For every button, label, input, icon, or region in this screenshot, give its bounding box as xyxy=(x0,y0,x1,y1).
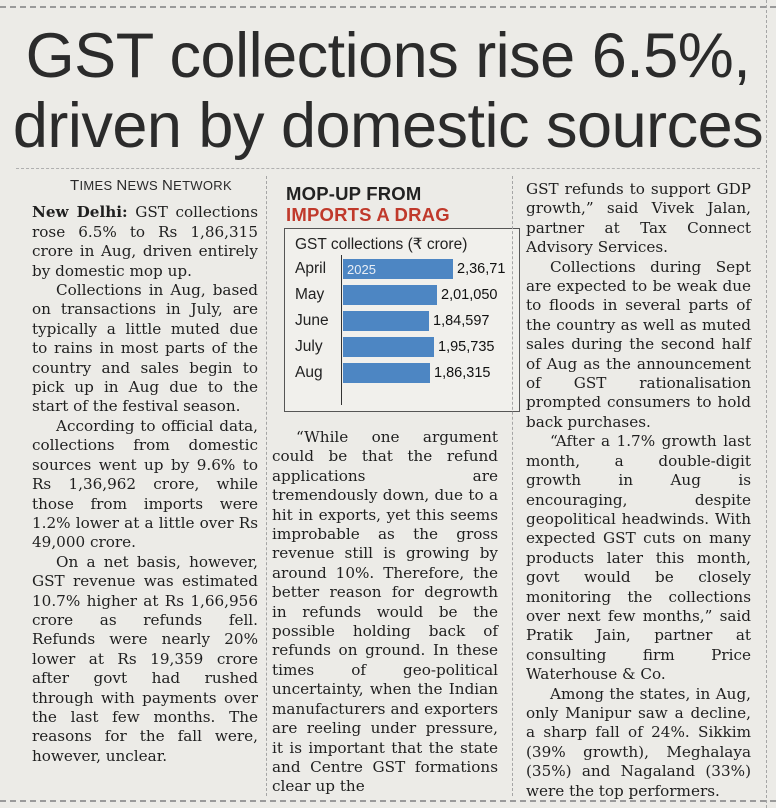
paragraph: According to official data, collections … xyxy=(32,416,258,552)
bar-value-may: 2,01,050 xyxy=(441,287,498,303)
chart-headline-line-2: IMPORTS A DRAG xyxy=(286,204,450,225)
bottom-dashed-rule xyxy=(0,800,776,802)
bar-june xyxy=(343,311,429,331)
bar-may xyxy=(343,285,437,305)
paragraph: On a net basis, however, GST revenue was… xyxy=(32,552,258,765)
bar-value-july: 1,95,735 xyxy=(438,339,495,355)
paragraph: Collections during Sept are expected to … xyxy=(526,257,751,431)
bar-aug xyxy=(343,363,430,383)
chart-headline: MOP-UP FROM IMPORTS A DRAG xyxy=(286,183,450,225)
top-dashed-rule xyxy=(0,6,776,8)
bar-label-june: June xyxy=(295,312,329,329)
headline-line-2: driven by domestic sources xyxy=(12,91,764,161)
headline-divider xyxy=(16,168,760,169)
paragraph: GST refunds to support GDP growth,” said… xyxy=(526,180,751,257)
bar-value-june: 1,84,597 xyxy=(433,313,490,329)
byline: TIMES NEWS NETWORK xyxy=(70,177,232,194)
bar-chart: GST collections (₹ crore) April 2,36,71 20… xyxy=(284,228,520,412)
paragraph: “After a 1.7% growth last month, a doubl… xyxy=(526,432,751,684)
dateline: New Delhi: xyxy=(32,203,128,222)
bar-april xyxy=(343,259,453,279)
column-separator xyxy=(512,176,513,796)
chart-box: MOP-UP FROM IMPORTS A DRAG GST collectio… xyxy=(284,181,520,414)
bar-label-aug: Aug xyxy=(295,364,323,381)
chart-subtitle: GST collections (₹ crore) xyxy=(295,236,468,253)
headline-line-1: GST collections rise 6.5%, xyxy=(25,21,751,91)
column-3: GST refunds to support GDP growth,” said… xyxy=(526,180,751,801)
column-1: TIMES NEWS NETWORK New Delhi: GST collec… xyxy=(32,172,258,766)
bar-label-july: July xyxy=(295,338,323,355)
chart-axis xyxy=(341,255,342,405)
paragraph: New Delhi: GST collections rose 6.5% to … xyxy=(32,203,258,280)
bar-year-tag: 2025 xyxy=(347,262,376,277)
bar-july xyxy=(343,337,434,357)
right-edge-rule xyxy=(766,0,767,808)
column-separator xyxy=(266,176,267,796)
bar-label-april: April xyxy=(295,260,327,277)
bar-label-may: May xyxy=(295,286,325,303)
column-2: “While one argument could be that the re… xyxy=(272,428,498,797)
bar-value-april: 2,36,71 xyxy=(457,261,506,277)
bar-value-aug: 1,86,315 xyxy=(434,365,491,381)
paragraph: Collections in Aug, based on transaction… xyxy=(32,281,258,416)
paragraph: Among the states, in Aug, only Manipur s… xyxy=(526,684,751,800)
paragraph: “While one argument could be that the re… xyxy=(272,428,498,796)
chart-headline-line-1: MOP-UP FROM xyxy=(286,183,422,204)
